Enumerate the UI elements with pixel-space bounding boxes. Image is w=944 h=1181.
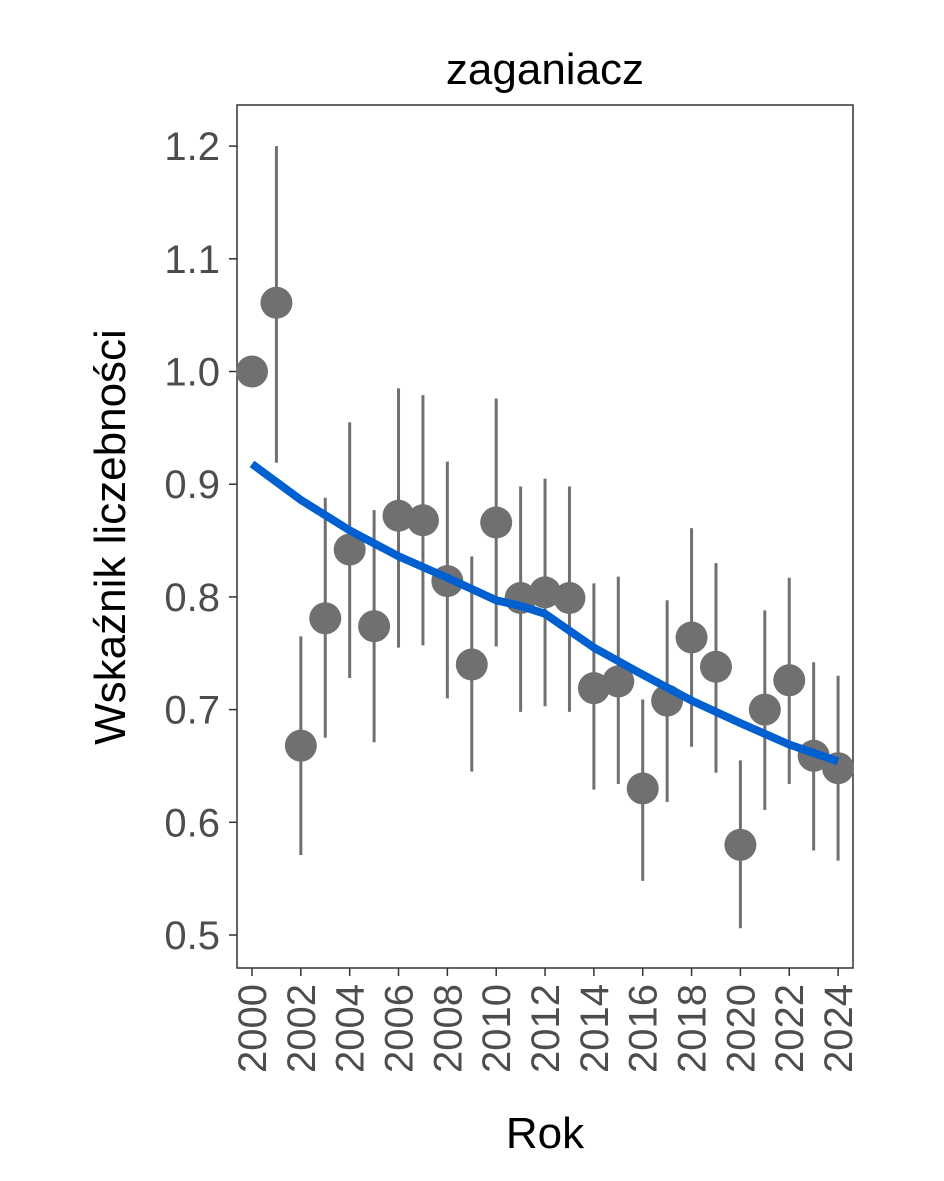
y-tick-label: 1.2 — [164, 125, 220, 169]
trend-line — [249, 460, 840, 766]
x-tick-label: 2022 — [768, 984, 812, 1073]
x-tick-label: 2012 — [524, 984, 568, 1073]
data-point — [455, 648, 488, 681]
y-tick-label: 0.9 — [164, 463, 220, 507]
x-tick-label: 2002 — [280, 984, 324, 1073]
data-point — [406, 504, 439, 537]
x-tick-label: 2004 — [329, 984, 373, 1073]
x-tick-label: 2006 — [378, 984, 422, 1073]
data-point — [284, 729, 317, 762]
y-axis-label: Wskaźnik liczebności — [86, 329, 135, 745]
chart-title: zaganiacz — [446, 45, 644, 94]
data-point — [748, 693, 781, 726]
data-point — [602, 665, 635, 698]
x-tick-label: 2020 — [719, 984, 763, 1073]
x-tick-label: 2014 — [573, 984, 617, 1073]
x-tick-label: 2016 — [622, 984, 666, 1073]
x-tick-label: 2000 — [231, 984, 275, 1073]
x-tick-label: 2010 — [475, 984, 519, 1073]
data-point — [260, 286, 293, 319]
data-point — [529, 576, 562, 609]
x-tick-label: 2018 — [671, 984, 715, 1073]
y-tick-label: 0.6 — [164, 801, 220, 845]
y-tick-label: 0.5 — [164, 914, 220, 958]
data-point — [358, 610, 391, 643]
x-tick-label: 2008 — [426, 984, 470, 1073]
data-point — [773, 664, 806, 697]
data-point — [699, 650, 732, 683]
data-point — [577, 672, 610, 705]
x-tick-label: 2024 — [817, 984, 861, 1073]
data-point — [675, 621, 708, 654]
data-point — [480, 506, 513, 539]
x-axis-label: Rok — [506, 1109, 585, 1158]
y-tick-label: 0.7 — [164, 689, 220, 733]
y-tick-label: 1.0 — [164, 351, 220, 395]
data-point — [553, 582, 586, 615]
data-point — [724, 828, 757, 861]
y-tick-label: 0.8 — [164, 576, 220, 620]
data-point — [382, 499, 415, 532]
data-point — [236, 355, 268, 388]
data-point — [333, 533, 366, 566]
y-tick-label: 1.1 — [164, 238, 220, 282]
data-point — [626, 772, 659, 805]
data-point — [309, 602, 342, 635]
